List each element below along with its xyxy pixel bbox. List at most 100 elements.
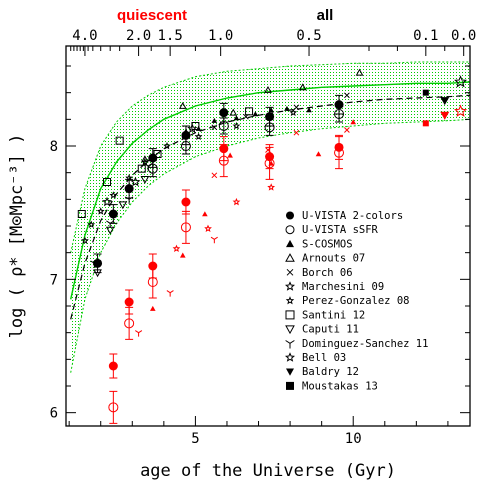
all-filled-square-point [422,89,429,96]
y-tick-label: 8 [50,139,58,155]
top-axis-all-label: all [317,7,334,24]
all-error-bar [181,137,190,155]
all-filled-down-triangle-point [440,97,450,106]
all-open-square-point [191,122,200,130]
all-filled-circle-point [334,100,344,110]
legend-entry: S-COSMOS [302,238,353,250]
all-filled-triangle-point [183,128,189,134]
y-axis-title: log ( ρ* [M⊙Mpc⁻³] ) [7,134,27,339]
all-open-square-point [245,107,254,116]
legend-entry: Marchesini 09 [302,281,384,293]
quiescent-error-bar [148,265,157,299]
all-filled-triangle-point [252,111,259,117]
all-tripod-point [90,260,99,268]
quiescent-error-bar [125,306,134,340]
quiescent-filled-circle-point [124,297,134,307]
green-confidence-band [70,61,470,373]
quiescent-error-bar [109,390,118,424]
quiescent-small-star-point [204,224,212,232]
quiescent-filled-down-triangle-point [440,111,450,120]
quiescent-filled-triangle-point [227,152,233,158]
all-filled-circle-point [219,108,229,118]
quiescent-open-circle-point [218,155,229,166]
legend-entry: Dominguez-Sanchez 11 [302,338,428,350]
all-open-triangle-point [178,101,187,109]
all-error-bar [265,118,274,136]
legend-marker [285,325,295,335]
all-open-circle-point [334,109,345,119]
quiescent-tripod-point [135,330,143,337]
quiescent-open-star-point [454,104,468,117]
top-axis-quiescent-label: quiescent [117,7,187,24]
all-error-bar [148,160,157,178]
x-axis-title: age of the Universe (Gyr) [140,461,396,481]
all-open-down-triangle-point [118,201,128,210]
quiescent-small-star-point [267,183,276,191]
quiescent-small-star-point [232,197,241,206]
all-tripod-point [106,220,115,228]
legend-marker [286,239,294,248]
legend-entry: Perez-Gonzalez 08 [302,295,409,307]
all-open-circle-point [180,141,191,151]
legend-marker [285,352,295,362]
all-filled-triangle-point [337,101,344,107]
legend-marker [285,296,295,305]
quiescent-open-circle-point [180,222,191,233]
all-open-star-point [101,196,112,207]
legend-marker [286,268,294,276]
dashed-fit-curve [70,94,470,320]
quiescent-filled-triangle-point [350,119,357,125]
top-tick-label: 0.5 [296,28,321,44]
legend-marker [285,310,295,320]
quiescent-filled-square-point [422,120,429,127]
legend-entry: U-VISTA 2-colors [302,210,403,222]
legend-entry: Baldry 12 [302,366,359,378]
all-small-star-point [109,191,118,199]
all-open-triangle-point [264,85,272,93]
quiescent-filled-triangle-point [149,305,156,311]
quiescent-cross-point [265,147,271,153]
all-open-square-point [77,210,86,218]
quiescent-open-circle-point [108,402,119,413]
quiescent-open-circle-point [147,277,158,287]
all-filled-triangle-point [211,117,218,123]
legend-marker [286,368,294,376]
all-open-square-point [153,150,162,158]
top-tick-label: 1.5 [158,28,183,44]
plot-frame [65,45,471,427]
all-small-star-point [87,220,96,229]
all-filled-circle-point [108,209,118,219]
quiescent-error-bar [181,210,190,244]
quiescent-filled-circle-point [181,197,191,207]
all-open-star-point [187,123,198,133]
legend-marker [285,340,295,349]
top-tick-label: 1.0 [208,28,233,44]
quiescent-filled-triangle-point [179,252,186,258]
green-band-fill [70,62,470,373]
all-open-triangle-point [229,108,238,116]
all-open-star-point [130,176,141,187]
axis-ticks: 5 10 6 7 8 4.0 2.0 1.5 1.0 0.5 0.1 0.0 [50,28,477,447]
quiescent-open-circle-point [334,147,345,158]
all-open-triangle-point [355,68,364,76]
legend-marker [285,225,295,235]
legend-marker [285,253,295,262]
all-filled-circle-point [93,258,103,268]
all-open-square-point [115,136,124,145]
all-tripod-point [125,196,134,204]
all-tripod-point [143,163,153,171]
x-tick-label: 5 [191,431,199,447]
quiescent-small-star-point [172,244,181,252]
quiescent-filled-circle-point [108,361,118,371]
quiescent-error-bar [265,146,274,180]
all-small-star-point [140,157,149,166]
quiescent-filled-triangle-point [202,211,208,217]
all-small-star-point [232,121,241,130]
top-tick-label: 0.1 [413,28,438,44]
legend-entry: Santini 12 [302,309,365,321]
x-tick-label: 10 [345,431,362,447]
fit-curves [70,81,470,320]
all-open-triangle-point [141,155,149,163]
all-open-down-triangle-point [93,269,102,278]
legend-entry: U-VISTA sSFR [302,224,379,236]
